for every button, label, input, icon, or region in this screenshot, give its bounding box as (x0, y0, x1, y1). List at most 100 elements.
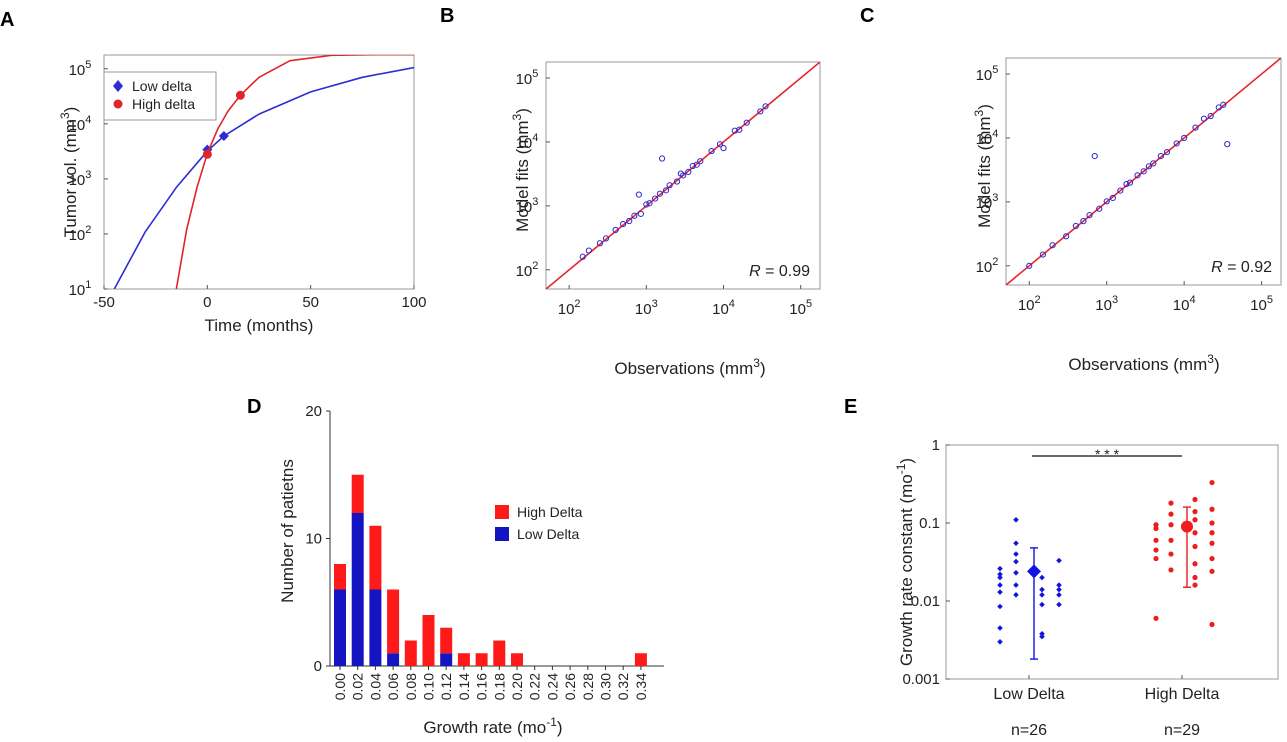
panel-b-data-point (579, 253, 586, 260)
panel-d-x-tick-label: 0.14 (456, 673, 472, 700)
panel-d-x-tick-label: 0.00 (332, 673, 348, 700)
data-point-low-delta (997, 574, 1003, 581)
panel-b-data-point (631, 212, 638, 219)
panel-c-data-point (1134, 172, 1141, 179)
panel-a-y-axis-label: Tumor vol. (mm3) (58, 107, 80, 238)
panel-a-y-tick-label: 103 (69, 169, 92, 189)
bar-high-delta (475, 653, 488, 666)
data-point-low-delta (1039, 586, 1045, 593)
panel-label-a: A (0, 9, 14, 31)
bar-low-delta (334, 589, 346, 666)
panel-a-x-axis-label: Time (months) (205, 316, 314, 335)
data-point-low-delta (1013, 516, 1019, 523)
panel-e-plot-frame (945, 444, 1279, 680)
panel-b-plot-frame (545, 61, 821, 290)
panel-a-y-tick-label: 105 (69, 59, 92, 79)
panel-c-data-point (1109, 194, 1116, 202)
panel-a-x-tick-label: 100 (401, 294, 426, 311)
panel-b-y-tick-label: 105 (516, 68, 539, 88)
series-line-high-delta (175, 55, 414, 289)
data-point-low-delta (1039, 630, 1045, 637)
data-point-low-delta (997, 638, 1003, 645)
data-point-low-delta (1056, 592, 1062, 598)
panel-e-ticks: 0.001 0.01 0.1 1 Low Delta High Delta (902, 437, 1219, 703)
panel-a-plot-frame (103, 54, 415, 290)
panel-c-data-point (1026, 262, 1033, 269)
panel-b-data-point (635, 191, 642, 198)
data-point-low-delta (1056, 586, 1062, 593)
panel-b-data-point (666, 182, 673, 189)
data-point-low-delta (997, 603, 1003, 610)
bar-high-delta (334, 564, 346, 590)
data-point-low-delta (1013, 551, 1019, 557)
bar-high-delta (493, 640, 506, 666)
bar-low-delta (440, 653, 453, 666)
panel-b-data-point (716, 141, 724, 148)
legend-label-high-delta: High delta (132, 96, 195, 112)
panel-c-x-axis-label: Observations (mm3) (1068, 352, 1219, 374)
panel-b-y-tick-label: 104 (516, 132, 539, 152)
panel-d-y-axis-label: Number of patietns (278, 459, 297, 603)
bar-low-delta (387, 653, 400, 666)
legend-swatch-high-delta (495, 505, 509, 519)
panel-b-data-point (736, 126, 743, 133)
data-point-low-delta (997, 565, 1003, 572)
panel-d-x-tick-label: 0.20 (509, 673, 525, 700)
panel-c-data-point (1215, 104, 1222, 111)
panel-b-data-point (662, 187, 670, 194)
panel-e-x-tick-label: Low Delta (993, 686, 1064, 703)
panel-d-x-tick-label: 0.22 (527, 673, 543, 700)
panel-d-y-tick-label: 20 (305, 403, 322, 420)
panel-b-data-point (689, 162, 696, 170)
data-point-low-delta (997, 582, 1003, 588)
panel-a-legend-box (103, 71, 217, 121)
panel-c-scatter: 102 102 103 103 104 104 105 105 R = 0.92 Observ… (972, 57, 1282, 374)
panel-c-data-point (1157, 152, 1164, 160)
data-point-low-delta (1013, 569, 1019, 576)
bar-high-delta (634, 653, 647, 666)
legend-label-low-delta: Low delta (132, 78, 192, 94)
data-point-high-delta (1153, 615, 1159, 621)
panel-c-data-point (1126, 179, 1134, 186)
panel-c-x-tick-label: 102 (1018, 294, 1041, 314)
panel-b-data-point (685, 168, 692, 175)
panel-a-x-tick-label: 0 (203, 294, 211, 311)
bar-high-delta (457, 653, 470, 666)
data-point-high-delta (1192, 517, 1198, 523)
legend-marker-high-delta (113, 99, 123, 109)
panel-b-data-point (658, 155, 666, 162)
data-point-high-delta (1209, 479, 1215, 486)
data-point-high-delta (1192, 530, 1198, 536)
panel-b-data-point (626, 217, 633, 225)
data-point-low-delta (1013, 558, 1019, 565)
panel-c-data-point (1181, 134, 1188, 142)
panel-c-y-tick-label: 104 (976, 128, 999, 148)
panel-c-data-point (1096, 205, 1103, 212)
bar-low-delta (369, 589, 382, 666)
data-point-low-delta (1013, 540, 1019, 547)
panel-b-data-point (762, 103, 769, 110)
panel-c-data-point (1086, 212, 1093, 219)
panel-d-x-tick-label: 0.10 (421, 673, 437, 700)
panel-b-data-point (652, 195, 659, 202)
legend-marker-low-delta (113, 80, 123, 92)
data-point-low-delta (1013, 592, 1019, 598)
data-point-low-delta (997, 625, 1003, 631)
panel-b-x-tick-label: 105 (789, 298, 812, 318)
panel-label-e: E (844, 396, 857, 418)
data-point-high-delta (1192, 574, 1198, 581)
panel-a-line-chart: -50 0 50 100 101 102 103 104 105 Low delta High … (58, 54, 427, 335)
panel-b-data-point (643, 201, 650, 208)
data-point-low-delta (997, 571, 1003, 578)
panel-c-data-point (1207, 112, 1214, 120)
bar-high-delta (404, 640, 417, 666)
panel-d-x-tick-label: 0.04 (367, 673, 383, 700)
data-point-high-delta (1153, 525, 1159, 532)
panel-a-y-tick-label: 104 (69, 114, 92, 134)
panel-b-data-point (693, 161, 700, 168)
panel-e-y-tick-label: 0.001 (902, 671, 940, 688)
panel-b-y-tick-label: 103 (516, 196, 539, 216)
panel-b-data-point (585, 247, 592, 254)
